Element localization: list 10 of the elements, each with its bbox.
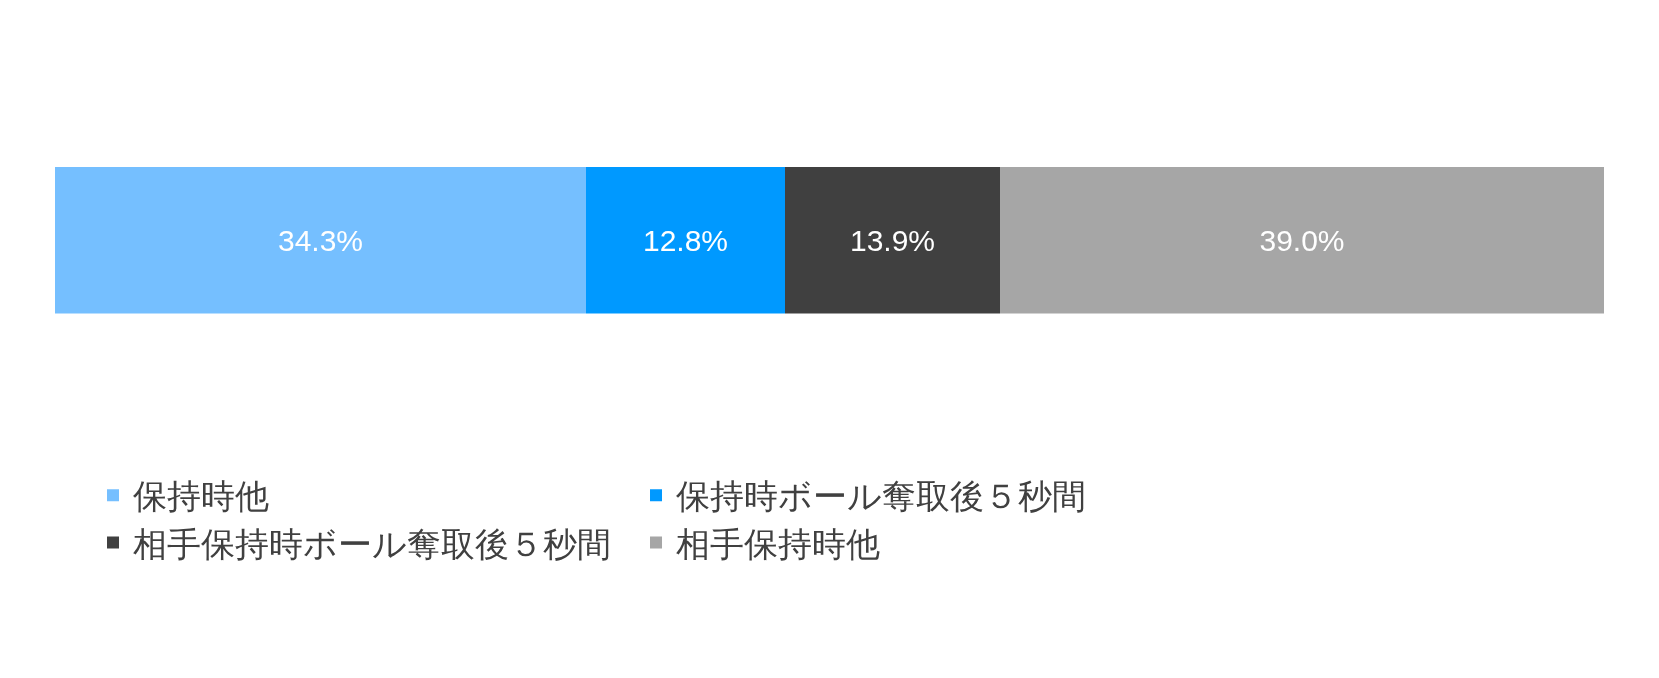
data-label: 39.0% — [1259, 223, 1345, 257]
data-label: 34.3% — [277, 223, 364, 257]
data-label: 12.8% — [642, 223, 729, 257]
bar — [785, 166, 1000, 314]
legend-label: 保持時ボール奪取後５秒間 — [676, 477, 1087, 516]
legend-label: 保持時他 — [133, 477, 270, 516]
legend-label: 相手保持時他 — [676, 524, 881, 563]
data-label: 13.9% — [849, 223, 936, 257]
bar — [586, 166, 785, 314]
legend-label: 相手保持時ボール奪取後５秒間 — [133, 524, 612, 563]
